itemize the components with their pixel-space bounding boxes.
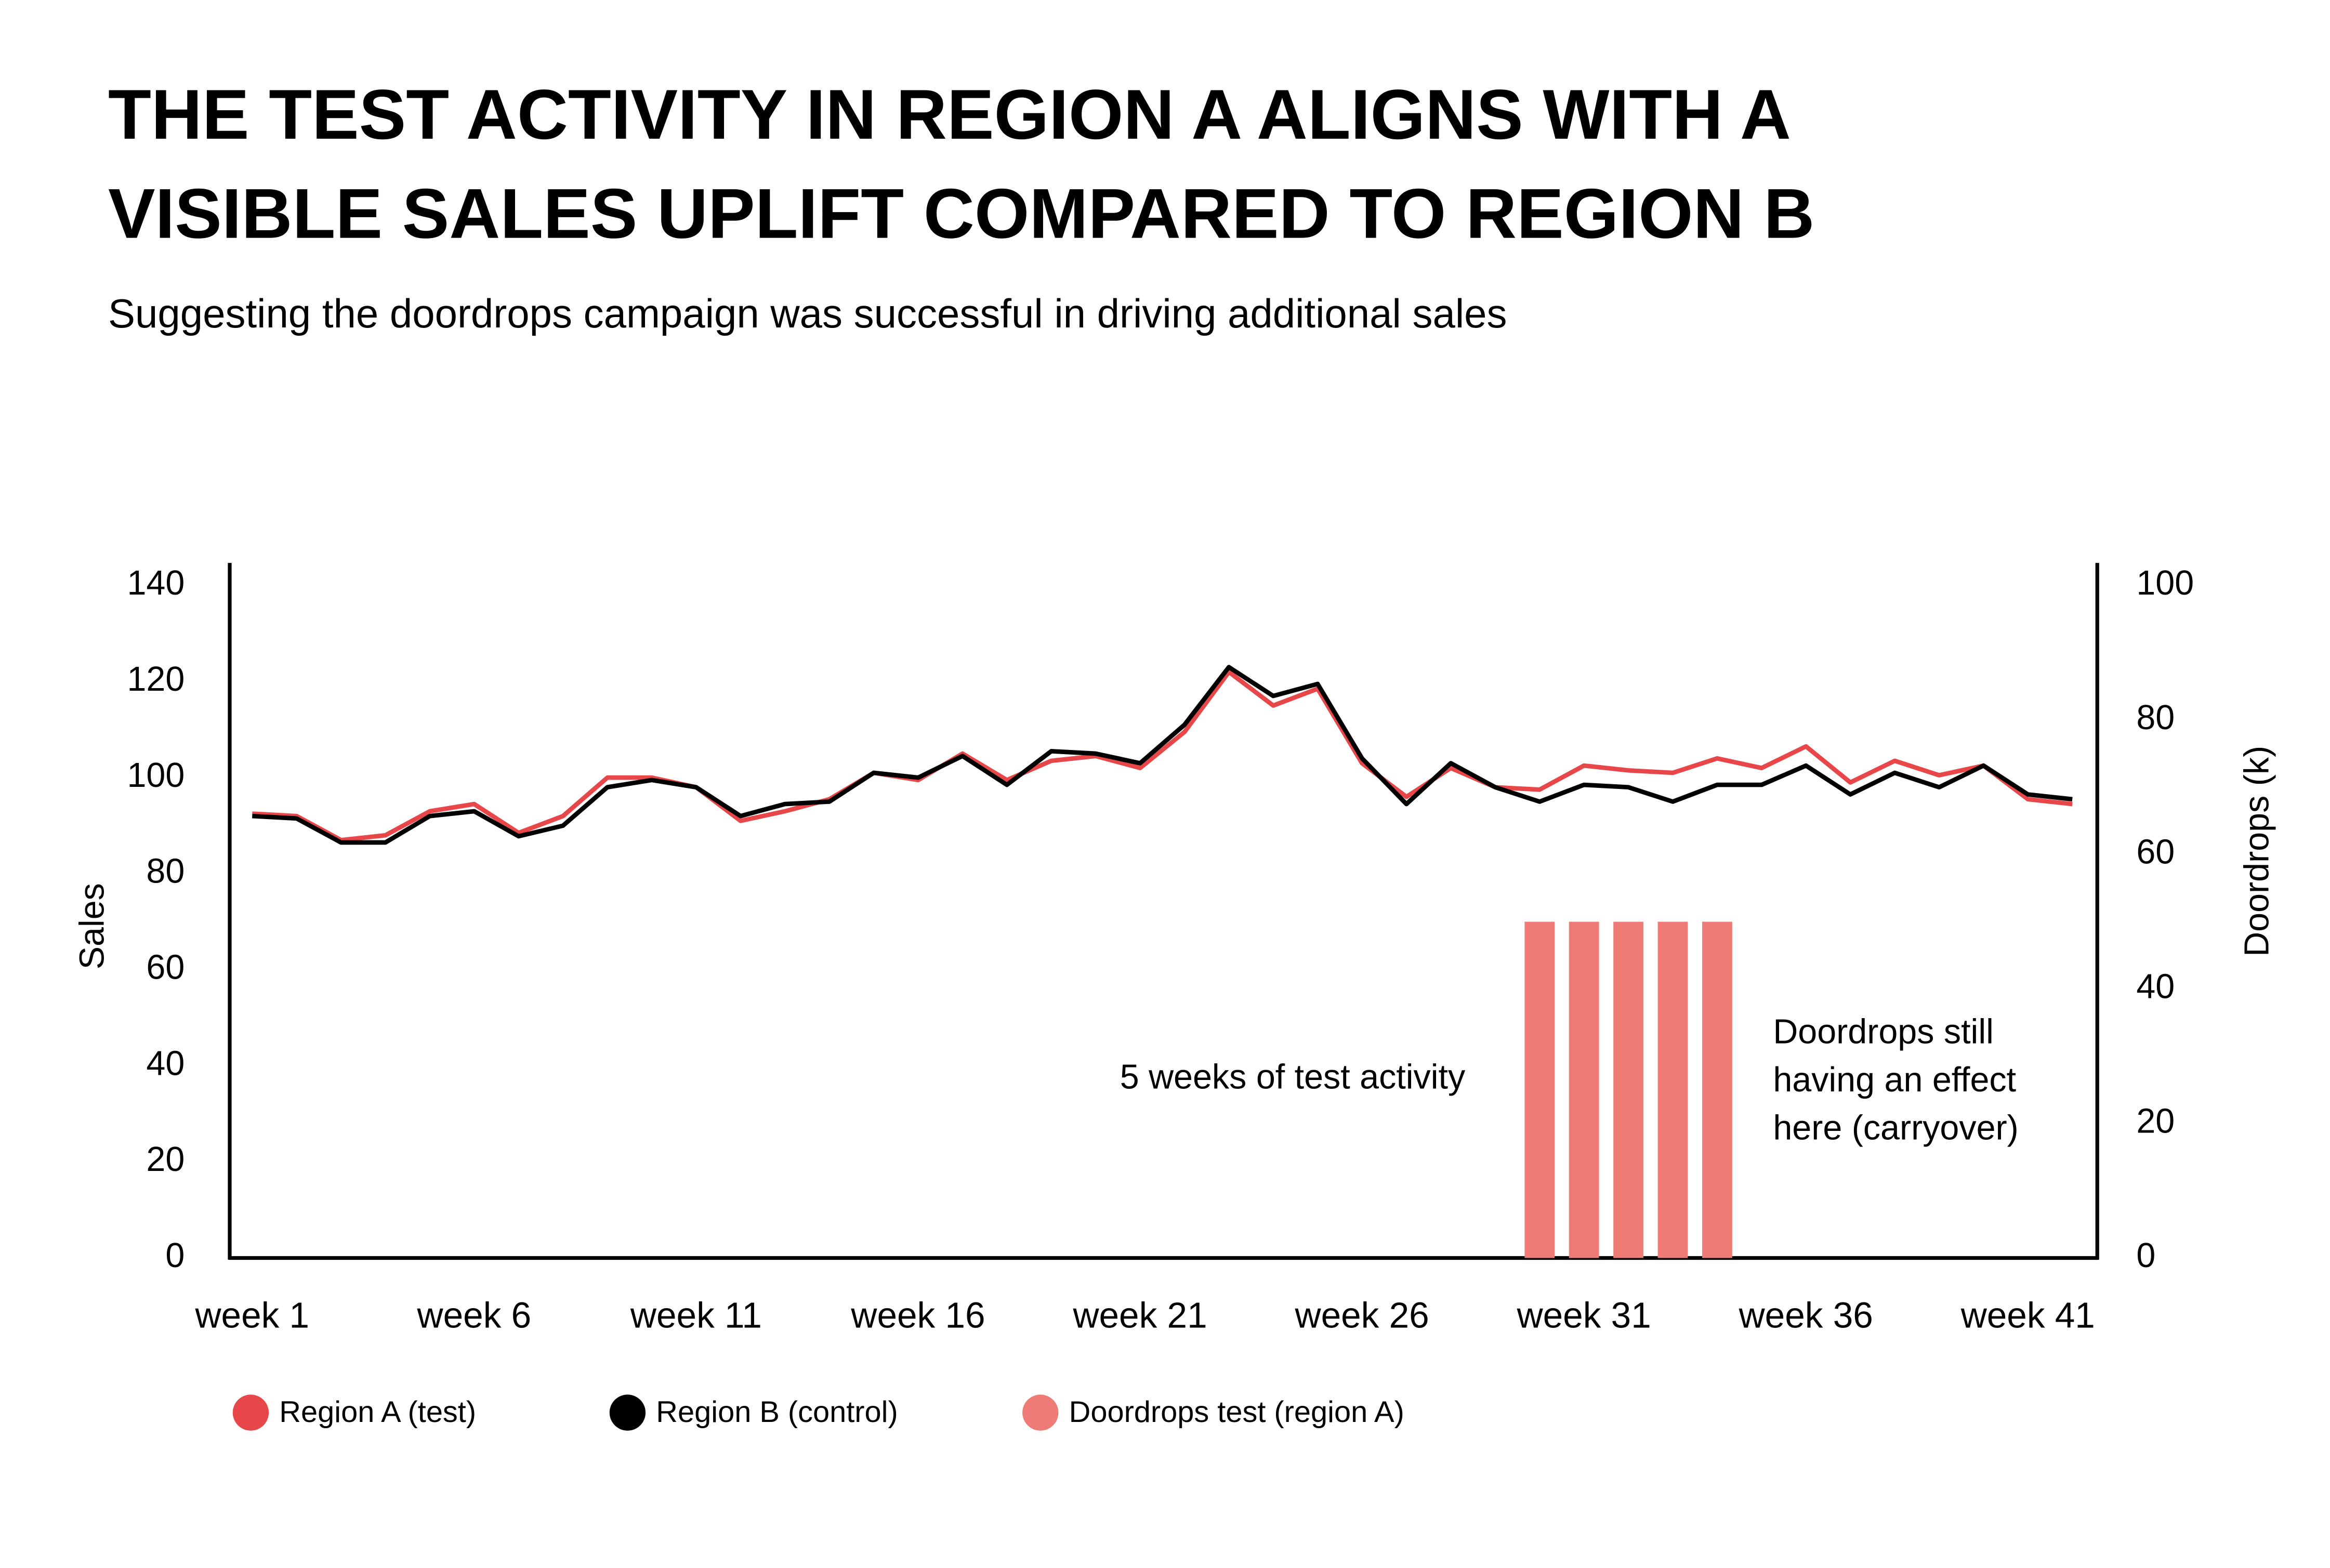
annotation: 5 weeks of test activity [1120, 1058, 1466, 1096]
x-tick-label: week 16 [850, 1295, 985, 1335]
legend-marker [1022, 1394, 1059, 1431]
x-tick-label: week 41 [1960, 1295, 2095, 1335]
y-axis-title: Sales [73, 883, 112, 969]
y-tick-label: 120 [127, 660, 185, 699]
bar [1702, 921, 1732, 1258]
legend-label: Region A (test) [279, 1395, 476, 1429]
x-tick-label: week 21 [1072, 1295, 1207, 1335]
line [252, 665, 2073, 845]
bar [1657, 921, 1688, 1258]
x-tick-label: week 31 [1517, 1295, 1651, 1335]
y-tick-label: 0 [165, 1236, 185, 1275]
y-tick-label: 60 [146, 948, 185, 986]
chart-title: VISIBLE SALES UPLIFT COMPARED TO REGION … [108, 174, 1814, 253]
x-tick-label: week 6 [417, 1295, 532, 1335]
bar [1569, 921, 1599, 1258]
y2-tick-label: 60 [2136, 833, 2175, 872]
y-tick-label: 40 [146, 1044, 185, 1083]
y2-tick-label: 80 [2136, 699, 2175, 737]
y2-axis-title: Doordrops (k) [2238, 746, 2276, 957]
y2-tick-label: 0 [2136, 1236, 2155, 1275]
legend-marker [609, 1394, 646, 1431]
x-tick-label: week 36 [1739, 1295, 1873, 1335]
annotation: Doordrops still [1773, 1013, 1994, 1051]
legend-marker [232, 1394, 269, 1431]
line [252, 669, 2073, 842]
bar [1613, 921, 1643, 1258]
y-tick-label: 140 [127, 564, 185, 602]
x-tick-label: week 1 [195, 1295, 310, 1335]
legend-label: Region B (control) [656, 1395, 898, 1429]
legend-label: Doordrops test (region A) [1069, 1395, 1404, 1429]
y2-tick-label: 40 [2136, 967, 2175, 1006]
chart-title: THE TEST ACTIVITY IN REGION A ALIGNS WIT… [108, 75, 1791, 154]
annotation: here (carryover) [1773, 1109, 2018, 1148]
y-tick-label: 100 [127, 756, 185, 795]
y-tick-label: 80 [146, 852, 185, 891]
bar [1524, 921, 1555, 1258]
x-tick-label: week 26 [1295, 1295, 1429, 1335]
x-tick-label: week 11 [630, 1295, 762, 1335]
annotation: having an effect [1773, 1061, 2016, 1099]
chart-subtitle: Suggesting the doordrops campaign was su… [108, 291, 1507, 336]
y2-tick-label: 100 [2136, 564, 2194, 602]
y2-tick-label: 20 [2136, 1102, 2175, 1140]
y-tick-label: 20 [146, 1140, 185, 1179]
